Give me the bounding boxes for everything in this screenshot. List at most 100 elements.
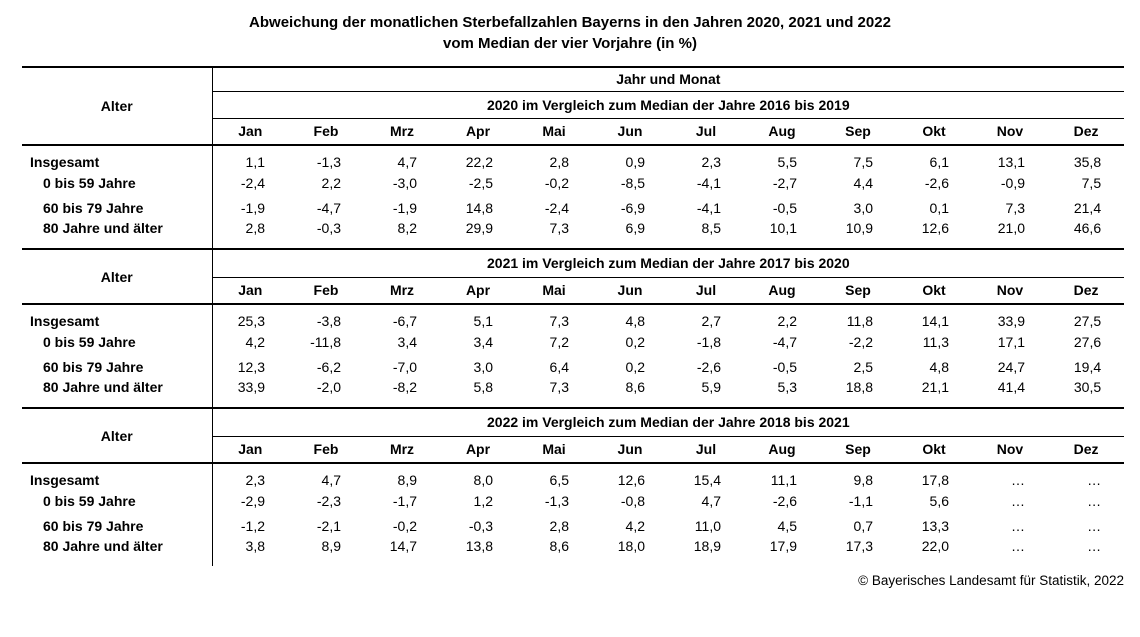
month-header-jul: Jul [668,277,744,305]
value-cell: … [1011,492,1025,509]
row-label: 60 bis 79 Jahre [22,195,213,220]
year-header-row: 2020 im Vergleich zum Median der Jahre 2… [22,91,1125,119]
value-cell: 15,4 [693,471,721,488]
value-cell: 7,3 [549,312,569,329]
value-cell: 13,3 [921,517,949,534]
value-cell: 7,2 [549,333,569,350]
value-cell: 8,5 [701,220,721,236]
year-block-2021: Alter 2021 im Vergleich zum Median der J… [22,250,1125,409]
month-header-nov: Nov [972,277,1048,305]
value-cell: 3,0 [853,199,873,216]
value-cell: 8,9 [397,471,417,488]
value-cell: -1,9 [240,199,265,216]
value-cell: 46,6 [1073,220,1102,236]
month-header-dez: Dez [1048,118,1125,146]
months-header-row: Jan Feb Mrz Apr Mai Jun Jul Aug Sep Okt Nov Dez [22,118,1125,146]
year-block-2022: Alter 2022 im Vergleich zum Median der J… [22,409,1125,566]
value-cell: 5,3 [777,379,797,395]
value-cell: -11,8 [310,333,341,350]
year-comparison-header-2021: 2021 im Vergleich zum Median der Jahre 2… [212,250,1125,278]
value-cell: … [1011,517,1025,534]
value-cell: 3,0 [473,358,493,375]
value-cell: 6,1 [929,153,949,170]
value-cell: -6,2 [316,358,341,375]
value-cell: 33,9 [237,379,265,395]
month-header-aug: Aug [744,118,820,146]
value-cell: 19,4 [1073,358,1102,375]
month-header-apr: Apr [440,436,516,464]
year-block-2020: Alter Jahr und Monat 2020 im Vergleich z… [22,66,1125,250]
value-cell: -2,1 [316,517,341,534]
value-cell: 9,8 [853,471,873,488]
value-cell: 7,5 [853,153,873,170]
row-label: 80 Jahre und älter [22,538,213,566]
month-header-apr: Apr [440,118,516,146]
value-cell: -0,5 [772,199,797,216]
value-cell: -2,6 [696,358,721,375]
month-header-sep: Sep [820,277,896,305]
value-cell: 6,5 [549,471,569,488]
value-cell: -1,2 [240,517,265,534]
value-cell: -0,5 [772,358,797,375]
value-cell: -2,0 [316,379,341,395]
value-cell: -2,5 [468,174,493,191]
table-row: 80 Jahre und älter 33,9 -2,0 -8,2 5,8 7,3 8,6 5… [22,379,1124,408]
year-header-row: Alter 2022 im Vergleich zum Median der J… [22,409,1125,464]
row-label: 0 bis 59 Jahre [22,488,213,513]
value-cell: 27,6 [1073,333,1102,350]
value-cell: 41,4 [997,379,1025,395]
value-cell: 3,4 [397,333,417,350]
mortality-deviation-table: Alter Jahr und Monat 2020 im Vergleich z… [22,66,1125,566]
title-line-2: vom Median der vier Vorjahre (in %) [443,35,697,52]
value-cell: -2,2 [848,333,873,350]
value-cell: 5,6 [929,492,949,509]
value-cell: -1,3 [544,492,569,509]
value-cell: 2,3 [701,153,721,170]
value-cell: 13,8 [465,538,493,554]
month-header-aug: Aug [744,436,820,464]
value-cell: 14,7 [389,538,417,554]
value-cell: -8,5 [620,174,645,191]
value-cell: 7,3 [1005,199,1025,216]
value-cell: … [1011,471,1025,488]
row-label: 80 Jahre und älter [22,379,213,408]
value-cell: 4,2 [245,333,265,350]
month-header-mai: Mai [516,436,592,464]
value-cell: -4,1 [696,199,721,216]
month-header-jul: Jul [668,436,744,464]
month-header-sep: Sep [820,118,896,146]
value-cell: 4,4 [853,174,873,191]
table-row: Insgesamt 2,3 4,7 8,9 8,0 6,5 12,6 15,4 11,1 9,8 1… [22,463,1124,488]
value-cell: 4,2 [625,517,645,534]
row-label: 60 bis 79 Jahre [22,354,213,379]
value-cell: 33,9 [997,312,1025,329]
value-cell: 12,6 [617,471,645,488]
month-header-mrz: Mrz [364,436,440,464]
value-cell: 35,8 [1073,153,1102,170]
month-header-jun: Jun [592,436,668,464]
value-cell: 13,1 [997,153,1025,170]
value-cell: 1,2 [473,492,493,509]
value-cell: 18,8 [845,379,873,395]
row-label: 0 bis 59 Jahre [22,329,213,354]
value-cell: 4,7 [701,492,721,509]
value-cell: 14,8 [465,199,493,216]
value-cell: -1,1 [848,492,873,509]
alter-header: Alter [22,409,213,464]
table-row: Insgesamt 25,3 -3,8 -6,7 5,1 7,3 4,8 2,7 2,2 11,8… [22,304,1124,329]
month-header-jan: Jan [212,118,288,146]
value-cell: 2,8 [245,220,265,236]
month-header-nov: Nov [972,436,1048,464]
page-title: Abweichung der monatlichen Sterbefallzah… [0,0,1140,54]
month-header-okt: Okt [896,436,972,464]
value-cell: -0,9 [1000,174,1025,191]
value-cell: 0,9 [625,153,645,170]
month-header-okt: Okt [896,277,972,305]
value-cell: 1,1 [245,153,265,170]
row-label: Insgesamt [22,304,213,329]
value-cell: 2,8 [549,153,569,170]
value-cell: 11,3 [922,333,949,350]
value-cell: -2,4 [240,174,265,191]
month-header-jan: Jan [212,277,288,305]
value-cell: 5,8 [473,379,493,395]
